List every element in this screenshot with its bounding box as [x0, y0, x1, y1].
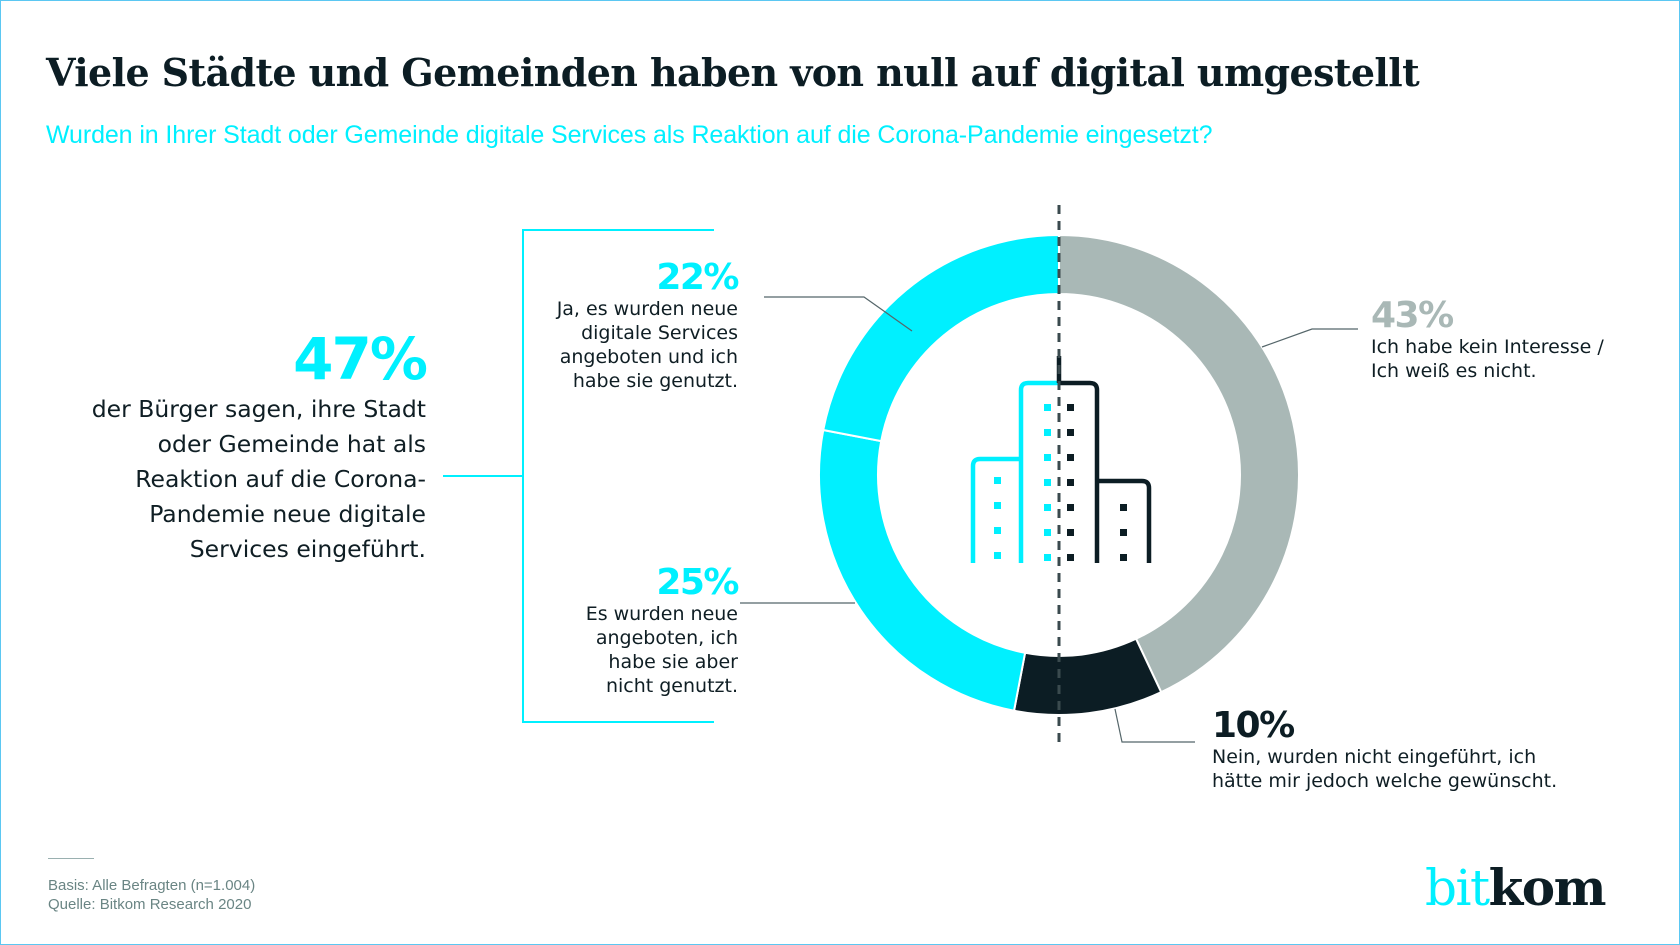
window-square — [994, 502, 1001, 509]
summary-block: 47% der Bürger sagen, ihre Stadt oder Ge… — [6, 325, 428, 567]
footer-source: Quelle: Bitkom Research 2020 — [48, 896, 252, 913]
slice-description: Ich habe kein Interesse / Ich weiß es ni… — [1371, 335, 1651, 383]
summary-percent: 47% — [293, 325, 428, 393]
window-square — [1067, 504, 1074, 511]
summary-line: Services eingeführt. — [189, 535, 426, 563]
building-left-outline — [970, 456, 1021, 563]
window-square — [1044, 479, 1051, 486]
building-windows — [994, 404, 1127, 561]
footer-basis: Basis: Alle Befragten (n=1.004) — [48, 877, 256, 894]
window-square — [1120, 504, 1127, 511]
summary-line: der Bürger sagen, ihre Stadt — [91, 395, 426, 423]
window-square — [1067, 454, 1074, 461]
slice-label-10: 10% Nein, wurden nicht eingeführt, ich h… — [1212, 708, 1632, 793]
building-mid-right-outline — [1059, 380, 1100, 563]
window-square — [1067, 554, 1074, 561]
label-line: nicht genutzt. — [605, 675, 738, 697]
window-square — [1044, 504, 1051, 511]
window-square — [1067, 479, 1074, 486]
slice-label-22: 22% Ja, es wurden neue digitale Services… — [498, 257, 740, 393]
window-square — [1067, 404, 1074, 411]
slice-label-25: 25% Es wurden neue angeboten, ich habe s… — [498, 562, 740, 698]
label-line: habe sie aber — [608, 651, 738, 673]
window-square — [1067, 429, 1074, 436]
slice-percent: 10% — [1212, 705, 1295, 746]
window-square — [994, 527, 1001, 534]
leader-line-43 — [1261, 328, 1358, 348]
footer-notes: Basis: Alle Befragten (n=1.004) Quelle: … — [48, 876, 255, 914]
donut-slices — [818, 233, 1300, 716]
footer-divider — [48, 858, 94, 859]
window-square — [1120, 554, 1127, 561]
label-line: habe sie genutzt. — [572, 370, 738, 392]
slice-description: Nein, wurden nicht eingeführt, ich hätte… — [1212, 745, 1632, 793]
label-line: Ja, es wurden neue — [556, 298, 738, 320]
building-mid-left-outline — [1018, 380, 1059, 563]
leader-line-10 — [1114, 708, 1195, 743]
window-square — [1067, 529, 1074, 536]
slice-percent: 43% — [1371, 295, 1454, 336]
slice-description: Ja, es wurden neue digitale Services ang… — [498, 297, 738, 393]
slice-percent: 25% — [656, 562, 739, 603]
bracket-top — [522, 229, 714, 231]
window-square — [1120, 529, 1127, 536]
label-line: Nein, wurden nicht eingeführt, ich — [1212, 746, 1537, 768]
logo-part-bit: bit — [1425, 859, 1490, 917]
label-line: digitale Services — [581, 322, 738, 344]
label-line: Ich habe kein Interesse / — [1371, 336, 1604, 358]
page-title: Viele Städte und Gemeinden haben von nul… — [46, 50, 1420, 95]
logo-part-kom: kom — [1488, 858, 1607, 917]
window-square — [1044, 404, 1051, 411]
bracket-bottom — [522, 721, 714, 723]
summary-line: Reaktion auf die Corona- — [135, 465, 426, 493]
label-line: angeboten und ich — [559, 346, 738, 368]
bracket-connector — [443, 475, 524, 477]
donut-slice-43 — [1058, 233, 1300, 694]
donut-slice-10 — [1012, 637, 1163, 716]
label-line: Ich weiß es nicht. — [1371, 360, 1537, 382]
label-line: hätte mir jedoch welche gewünscht. — [1212, 770, 1558, 792]
page-subtitle: Wurden in Ihrer Stadt oder Gemeinde digi… — [46, 121, 1213, 149]
slice-label-43: 43% Ich habe kein Interesse / Ich weiß e… — [1371, 298, 1651, 383]
window-square — [994, 477, 1001, 484]
summary-line: Pandemie neue digitale — [149, 500, 426, 528]
window-square — [1044, 429, 1051, 436]
bitkom-logo: bitkom — [1425, 858, 1607, 918]
window-square — [1044, 454, 1051, 461]
slice-percent: 22% — [656, 257, 739, 298]
label-line: angeboten, ich — [595, 627, 738, 649]
leader-line-22 — [764, 296, 913, 332]
summary-line: oder Gemeinde hat als — [157, 430, 426, 458]
window-square — [1044, 529, 1051, 536]
slice-description: Es wurden neue angeboten, ich habe sie a… — [498, 602, 738, 698]
label-line: Es wurden neue — [585, 603, 738, 625]
donut-slice-22 — [822, 233, 1060, 443]
summary-text: der Bürger sagen, ihre Stadt oder Gemein… — [6, 392, 426, 567]
building-right-outline — [1097, 478, 1152, 563]
donut-slice-25 — [818, 428, 1027, 712]
window-square — [1044, 554, 1051, 561]
window-square — [994, 552, 1001, 559]
